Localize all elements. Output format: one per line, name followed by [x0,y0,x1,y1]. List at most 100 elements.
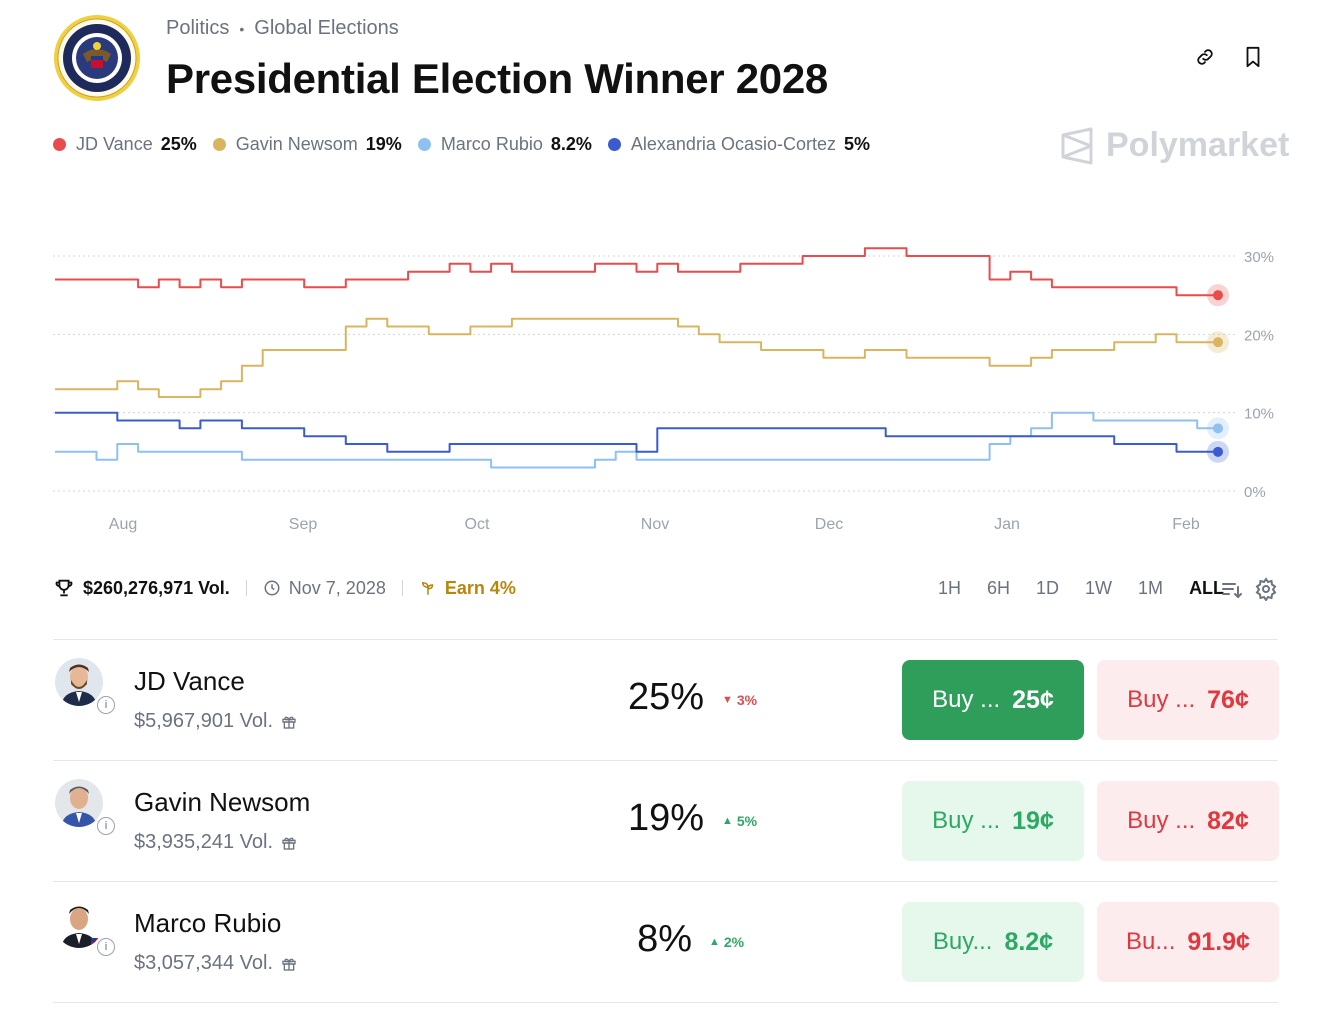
range-1m[interactable]: 1M [1138,578,1164,598]
buy-no-button[interactable]: Buy ... 82¢ [1097,781,1279,861]
end-date: Nov 7, 2028 [288,577,386,598]
buy-yes-label: Buy ... [932,807,1001,834]
range-1w[interactable]: 1W [1085,578,1113,598]
buy-yes-price: 8.2¢ [1004,927,1054,956]
bookmark-icon[interactable] [1240,44,1266,70]
outcome-probability: 8% [637,918,692,960]
triangle-down-icon: ▼ [722,694,733,706]
time-range-tabs: 1H 6H 1D 1W 1M ALL [938,578,1250,599]
probability-change: ▲ 2% [709,934,744,950]
outcome-probability: 19% [627,797,704,839]
x-tick-label: Aug [109,516,137,533]
legend-pct: 5% [843,134,870,154]
range-6h[interactable]: 6H [987,578,1011,598]
earn-label[interactable]: Earn 4% [444,577,516,598]
buy-yes-price: 25¢ [1012,685,1054,714]
divider [53,1002,1278,1003]
probability-change: ▲ 5% [722,813,757,829]
buy-no-label: Buy ... [1127,807,1196,834]
breadcrumb-separator: • [239,20,245,37]
divider [53,760,1278,761]
outcome-volume: $5,967,901 Vol. [134,710,297,733]
range-1d[interactable]: 1D [1036,578,1060,598]
breadcrumb-global-elections[interactable]: Global Elections [254,17,399,39]
clock-icon [264,580,280,596]
buy-no-price: 82¢ [1207,806,1249,835]
buy-no-button[interactable]: Bu... 91.9¢ [1097,902,1279,982]
outcome-volume: $3,935,241 Vol. [134,831,297,854]
info-icon[interactable]: i [97,817,115,835]
buy-no-button[interactable]: Buy ... 76¢ [1097,660,1279,740]
legend-item: Alexandria Ocasio-Cortez 5% [607,134,870,155]
outcome-name[interactable]: JD Vance [134,666,245,696]
series-endpoint-dot [1213,337,1223,348]
avatar [55,658,103,706]
market-stats: $260,276,971 Vol. Nov 7, 2028 Earn 4% [53,577,516,599]
outcome-volume-text: $5,967,901 Vol. [134,710,274,732]
buy-no-label: Buy ... [1127,686,1196,713]
probability-change: ▼ 3% [722,692,757,708]
change-value: 5% [736,813,758,829]
outcome-probability: 25% [627,676,704,718]
gift-icon [282,958,296,971]
y-tick-label: 20% [1244,327,1274,344]
sprout-icon [421,581,434,595]
legend-item: Marco Rubio 8.2% [417,134,592,155]
breadcrumb-politics[interactable]: Politics [166,17,230,39]
triangle-up-icon: ▲ [709,936,720,948]
info-icon[interactable]: i [97,938,115,956]
outcome-row-marco-rubio: i Marco Rubio $3,057,344 Vol. 8% ▲ 2% Bu… [53,882,1279,1002]
legend-pct: 19% [365,134,402,154]
divider [401,580,403,596]
range-1h[interactable]: 1H [938,578,962,598]
y-tick-label: 0% [1244,484,1266,501]
x-tick-label: Feb [1172,516,1200,533]
page-title: Presidential Election Winner 2028 [166,55,828,102]
outcome-name[interactable]: Marco Rubio [134,908,282,938]
buy-yes-button[interactable]: Buy ... 25¢ [902,660,1084,740]
trophy-icon [55,579,73,597]
outcome-row-jd-vance: i JD Vance $5,967,901 Vol. 25% ▼ 3% Buy … [53,640,1279,760]
price-history-chart: 30% 20% 10% 0% Aug Sep Oct Nov Dec Jan Feb [0,235,1324,550]
x-tick-label: Dec [815,516,843,533]
outcome-volume-text: $3,935,241 Vol. [134,831,274,853]
buy-yes-button[interactable]: Buy... 8.2¢ [902,902,1084,982]
divider [53,639,1278,640]
presidential-seal-logo [53,14,141,102]
divider [245,580,247,596]
change-value: 2% [723,934,745,950]
outcome-volume-text: $3,057,344 Vol. [134,952,274,974]
divider [53,881,1278,882]
outcome-name[interactable]: Gavin Newsom [134,787,311,817]
x-tick-label: Nov [641,516,669,533]
buy-no-label: Bu... [1126,928,1176,955]
chart-legend: JD Vance 25% Gavin Newsom 19% Marco Rubi… [53,134,886,155]
polymarket-logo-icon [1061,127,1093,164]
series-line [55,317,1218,398]
gift-icon [282,716,296,729]
buy-yes-label: Buy ... [932,686,1001,713]
series-line [55,411,1218,453]
legend-item: JD Vance 25% [53,134,197,155]
y-tick-label: 30% [1244,249,1274,266]
buy-no-price: 91.9¢ [1187,927,1250,956]
legend-item: Gavin Newsom 19% [212,134,402,155]
link-icon[interactable] [1192,44,1218,70]
series-endpoint-dot [1213,446,1223,457]
sort-icon[interactable] [1220,577,1244,601]
legend-name: JD Vance [76,134,153,154]
range-all[interactable]: ALL [1189,578,1225,598]
legend-name: Gavin Newsom [235,134,358,154]
series-endpoint-dot [1213,423,1223,434]
buy-yes-button[interactable]: Buy ... 19¢ [902,781,1084,861]
x-tick-label: Jan [994,516,1020,533]
chart-svg: 30% 20% 10% 0% Aug Sep Oct Nov Dec Jan Feb [53,247,1274,533]
change-value: 3% [736,692,758,708]
total-volume: $260,276,971 Vol. [83,577,230,598]
outcome-volume: $3,057,344 Vol. [134,952,297,975]
gift-icon [282,837,296,850]
settings-gear-icon[interactable] [1254,577,1278,602]
x-tick-label: Sep [289,516,318,533]
info-icon[interactable]: i [97,696,115,714]
buy-yes-label: Buy... [932,928,993,955]
